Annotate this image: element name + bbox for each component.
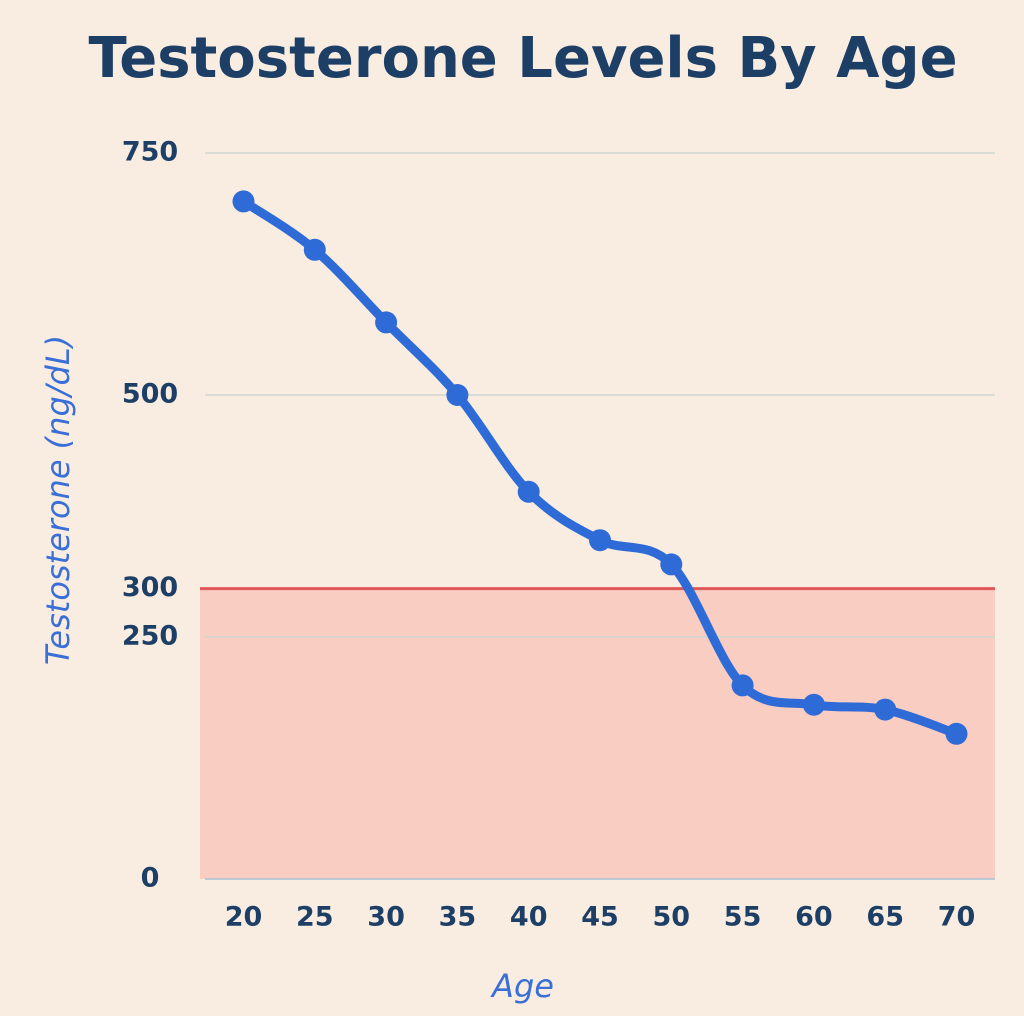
data-point (589, 529, 611, 552)
data-point (874, 698, 897, 721)
x-tick-label: 40 (510, 902, 548, 933)
y-tick-label: 0 (141, 863, 160, 894)
x-tick-label: 60 (795, 902, 833, 933)
data-point (945, 722, 968, 745)
data-point (232, 190, 255, 213)
x-tick-label: 50 (653, 902, 691, 933)
data-point (303, 238, 326, 261)
x-tick-label: 55 (724, 902, 762, 933)
chart-title: Testosterone Levels By Age (88, 26, 957, 91)
x-tick-label: 35 (439, 902, 477, 933)
x-tick-label: 25 (296, 902, 334, 933)
data-point (802, 693, 825, 716)
y-tick-label: 500 (122, 379, 178, 410)
x-tick-label: 45 (581, 902, 619, 933)
x-tick-label: 70 (938, 902, 976, 933)
x-axis-label: Age (490, 967, 554, 1005)
data-point (660, 553, 683, 576)
data-point (446, 384, 469, 406)
data-point (517, 480, 540, 503)
data-point (731, 674, 754, 697)
data-point (375, 311, 398, 334)
y-tick-label: 250 (122, 621, 178, 652)
x-tick-label: 30 (367, 902, 405, 933)
y-tick-label: 300 (122, 572, 178, 603)
x-tick-label: 20 (225, 902, 263, 933)
y-axis-label: Testosterone (ng/dL) (39, 335, 77, 665)
y-tick-label: 750 (122, 137, 178, 168)
x-tick-label: 65 (866, 902, 904, 933)
threshold-zone (200, 588, 995, 879)
